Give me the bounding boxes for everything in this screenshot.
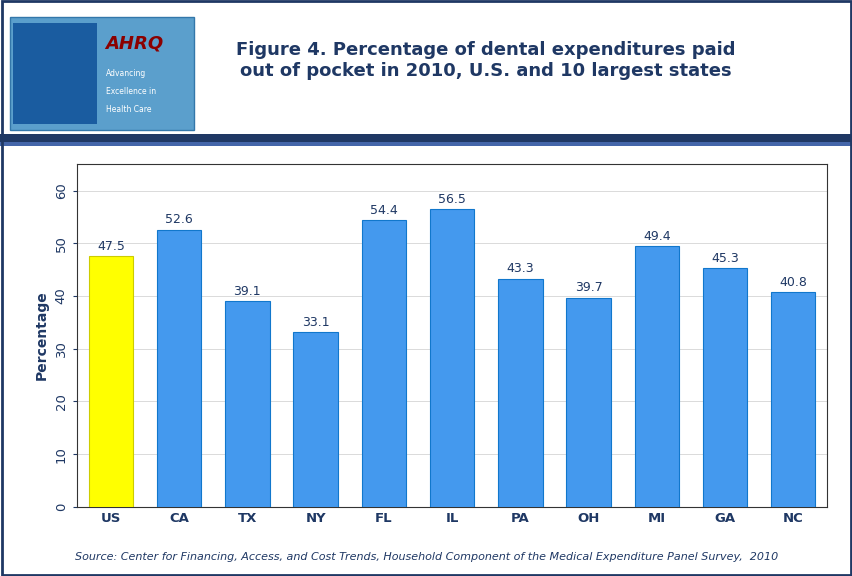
Text: 43.3: 43.3 xyxy=(506,263,533,275)
Text: 45.3: 45.3 xyxy=(711,252,738,265)
Text: AHRQ: AHRQ xyxy=(106,35,164,53)
Bar xyxy=(566,298,610,507)
Bar xyxy=(89,256,133,507)
Bar xyxy=(634,247,678,507)
Bar xyxy=(361,220,406,507)
Text: Figure 4. Percentage of dental expenditures paid
out of pocket in 2010, U.S. and: Figure 4. Percentage of dental expenditu… xyxy=(236,41,735,80)
Text: 33.1: 33.1 xyxy=(302,316,329,329)
Text: Excellence in: Excellence in xyxy=(106,86,156,96)
Bar xyxy=(225,301,269,507)
Bar xyxy=(293,332,337,507)
Text: Advancing: Advancing xyxy=(106,69,146,78)
Bar xyxy=(770,292,815,507)
Text: 40.8: 40.8 xyxy=(779,275,806,289)
Bar xyxy=(702,268,746,507)
Y-axis label: Percentage: Percentage xyxy=(35,291,49,380)
Text: Health Care: Health Care xyxy=(106,105,151,113)
Text: 49.4: 49.4 xyxy=(642,230,670,243)
Text: 39.7: 39.7 xyxy=(574,282,602,294)
Bar xyxy=(157,230,201,507)
Bar xyxy=(429,209,474,507)
Text: 54.4: 54.4 xyxy=(370,204,397,217)
Text: 39.1: 39.1 xyxy=(233,285,261,298)
Text: Source: Center for Financing, Access, and Cost Trends, Household Component of th: Source: Center for Financing, Access, an… xyxy=(75,552,777,562)
Text: 52.6: 52.6 xyxy=(165,213,193,226)
Text: 47.5: 47.5 xyxy=(97,240,124,253)
Bar xyxy=(498,279,542,507)
Text: 56.5: 56.5 xyxy=(438,193,465,206)
